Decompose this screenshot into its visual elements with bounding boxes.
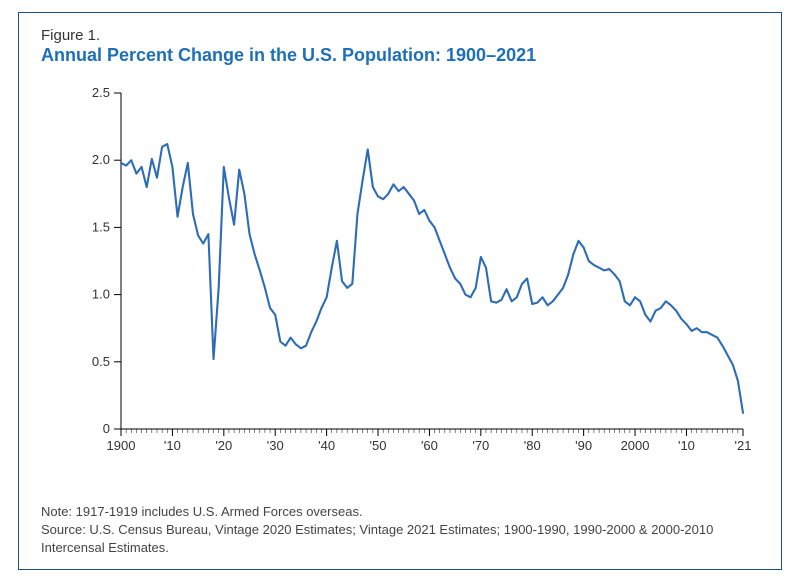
svg-text:'21: '21 bbox=[735, 438, 751, 453]
plot-area: 0 0.5 1.0 1.5 2.0 2.5 1900 '10 '20 '30 '40 '50 '60 '7… bbox=[81, 87, 751, 457]
svg-text:'20: '20 bbox=[215, 438, 232, 453]
svg-text:2.5: 2.5 bbox=[92, 87, 110, 100]
chart-title: Annual Percent Change in the U.S. Popula… bbox=[41, 45, 536, 66]
figure-label: Figure 1. bbox=[41, 27, 100, 44]
note-line-2: Source: U.S. Census Bureau, Vintage 2020… bbox=[41, 521, 761, 556]
svg-text:1.5: 1.5 bbox=[92, 219, 110, 234]
svg-text:2.0: 2.0 bbox=[92, 152, 110, 167]
svg-text:'50: '50 bbox=[370, 438, 387, 453]
svg-text:'40: '40 bbox=[318, 438, 335, 453]
svg-text:'30: '30 bbox=[267, 438, 284, 453]
svg-text:2000: 2000 bbox=[621, 438, 650, 453]
line-chart: 0 0.5 1.0 1.5 2.0 2.5 1900 '10 '20 '30 '40 '50 '60 '7… bbox=[81, 87, 751, 457]
svg-text:1.0: 1.0 bbox=[92, 287, 110, 302]
svg-text:'70: '70 bbox=[472, 438, 489, 453]
svg-text:0: 0 bbox=[103, 421, 110, 436]
svg-text:'80: '80 bbox=[524, 438, 541, 453]
svg-text:1900: 1900 bbox=[107, 438, 136, 453]
svg-text:'10: '10 bbox=[164, 438, 181, 453]
figure-frame: Figure 1. Annual Percent Change in the U… bbox=[18, 12, 782, 570]
svg-text:'10: '10 bbox=[678, 438, 695, 453]
svg-text:'60: '60 bbox=[421, 438, 438, 453]
note-line-1: Note: 1917-1919 includes U.S. Armed Forc… bbox=[41, 503, 363, 521]
svg-text:0.5: 0.5 bbox=[92, 354, 110, 369]
svg-text:'90: '90 bbox=[575, 438, 592, 453]
